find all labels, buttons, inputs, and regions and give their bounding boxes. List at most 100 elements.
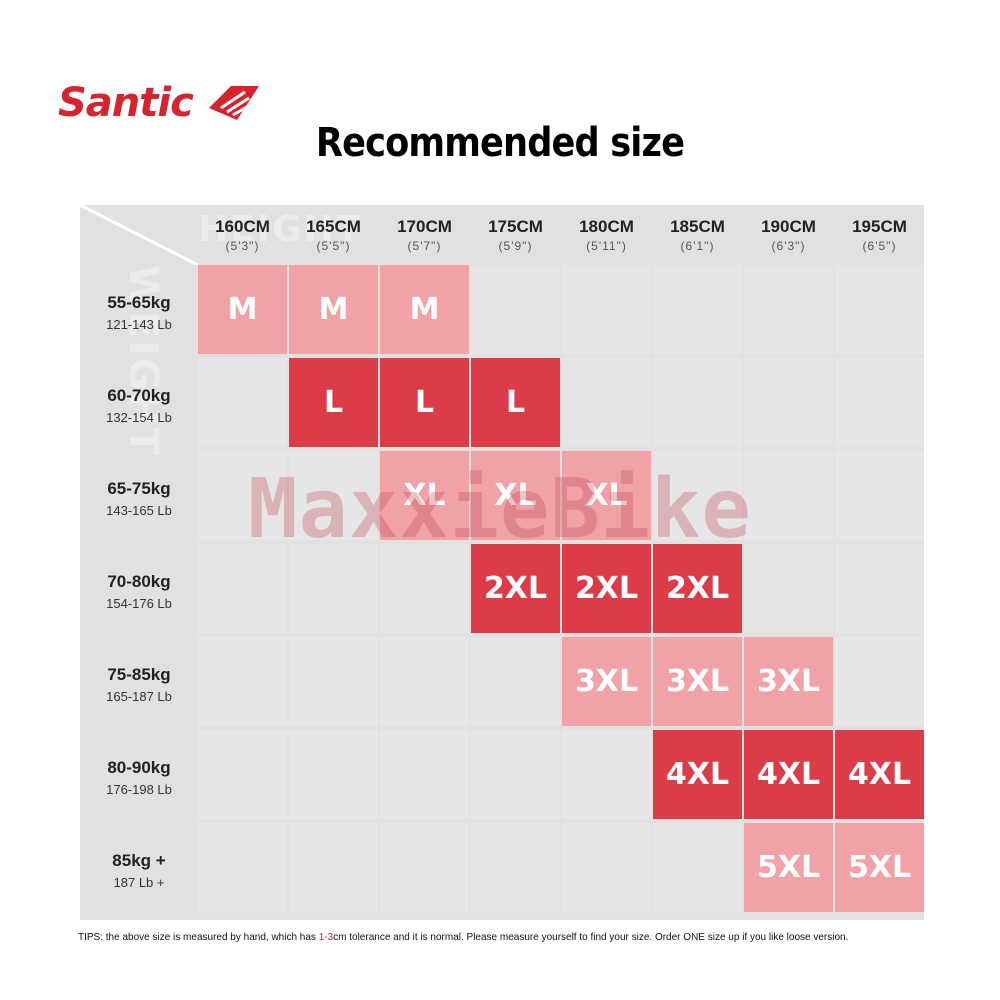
tips-before: TIPS: the above size is measured by hand… bbox=[78, 932, 319, 943]
size-cell: M bbox=[380, 265, 469, 354]
size-cell: 3XL bbox=[653, 637, 742, 726]
empty-cell bbox=[653, 823, 742, 912]
empty-cell bbox=[289, 730, 378, 819]
empty-cell bbox=[835, 358, 924, 447]
santic-diamond-icon bbox=[208, 86, 259, 120]
empty-cell bbox=[198, 823, 287, 912]
empty-cell bbox=[198, 730, 287, 819]
column-header: 195CM (6'5") bbox=[835, 205, 924, 265]
weight-lb: 143-165 Lb bbox=[106, 503, 172, 518]
weight-kg: 65-75kg bbox=[107, 479, 171, 498]
size-cell: 2XL bbox=[471, 544, 560, 633]
row-header: 85kg + 187 Lb + bbox=[80, 851, 198, 890]
column-header: 165CM (5'5") bbox=[289, 205, 378, 265]
page-title: Recommended size bbox=[315, 120, 685, 166]
size-cell: 2XL bbox=[562, 544, 651, 633]
size-cell: M bbox=[289, 265, 378, 354]
weight-kg: 80-90kg bbox=[107, 758, 171, 777]
weight-lb: 132-154 Lb bbox=[106, 410, 172, 425]
empty-cell bbox=[835, 451, 924, 540]
empty-cell bbox=[289, 451, 378, 540]
empty-cell bbox=[471, 823, 560, 912]
height-cm: 185CM bbox=[670, 217, 725, 236]
height-cm: 170CM bbox=[397, 217, 452, 236]
empty-cell bbox=[380, 823, 469, 912]
column-header: 190CM (6'3") bbox=[744, 205, 833, 265]
weight-lb: 121-143 Lb bbox=[106, 317, 172, 332]
empty-cell bbox=[198, 358, 287, 447]
empty-cell bbox=[562, 358, 651, 447]
height-cm: 195CM bbox=[852, 217, 907, 236]
size-cell: 3XL bbox=[744, 637, 833, 726]
weight-lb: 187 Lb + bbox=[113, 875, 165, 890]
empty-cell bbox=[653, 451, 742, 540]
weight-kg: 70-80kg bbox=[107, 572, 171, 591]
height-ft: (5'5") bbox=[316, 239, 351, 253]
corner-diagonal bbox=[80, 205, 198, 265]
weight-lb: 165-187 Lb bbox=[106, 689, 172, 704]
weight-kg: 85kg + bbox=[112, 851, 166, 870]
size-cell: 4XL bbox=[744, 730, 833, 819]
height-cm: 160CM bbox=[215, 217, 270, 236]
empty-cell bbox=[471, 637, 560, 726]
height-cm: 190CM bbox=[761, 217, 816, 236]
empty-cell bbox=[744, 358, 833, 447]
height-cm: 165CM bbox=[306, 217, 361, 236]
row-header: 80-90kg 176-198 Lb bbox=[80, 758, 198, 797]
empty-cell bbox=[562, 265, 651, 354]
empty-cell bbox=[289, 823, 378, 912]
empty-cell bbox=[380, 730, 469, 819]
weight-kg: 60-70kg bbox=[107, 386, 171, 405]
height-axis-label: HEIGHT bbox=[198, 209, 363, 250]
empty-cell bbox=[198, 451, 287, 540]
size-cell: M bbox=[198, 265, 287, 354]
size-cell: 5XL bbox=[835, 823, 924, 912]
tips-highlight: 1-3 bbox=[318, 932, 334, 943]
empty-cell bbox=[744, 544, 833, 633]
size-cell: L bbox=[289, 358, 378, 447]
weight-kg: 75-85kg bbox=[107, 665, 171, 684]
size-cell: XL bbox=[562, 451, 651, 540]
column-header: 180CM (5'11") bbox=[562, 205, 651, 265]
height-ft: (5'9") bbox=[498, 239, 533, 253]
empty-cell bbox=[653, 358, 742, 447]
size-cell: XL bbox=[380, 451, 469, 540]
tips-after: cm tolerance and it is normal. Please me… bbox=[333, 932, 849, 943]
empty-cell bbox=[198, 544, 287, 633]
table-corner bbox=[80, 205, 198, 265]
row-header: 75-85kg 165-187 Lb bbox=[80, 665, 198, 704]
empty-cell bbox=[835, 637, 924, 726]
height-ft: (5'11") bbox=[586, 239, 627, 253]
weight-lb: 176-198 Lb bbox=[106, 782, 172, 797]
empty-cell bbox=[562, 823, 651, 912]
empty-cell bbox=[471, 265, 560, 354]
size-cell: 2XL bbox=[653, 544, 742, 633]
size-cell: 5XL bbox=[744, 823, 833, 912]
row-header: 60-70kg 132-154 Lb bbox=[80, 386, 198, 425]
size-chart-table: HEIGHT WEIGHT 160CM (5'3") 165CM (5'5") 170C… bbox=[80, 205, 924, 920]
size-cell: L bbox=[380, 358, 469, 447]
height-ft: (5'3") bbox=[225, 239, 260, 253]
empty-cell bbox=[289, 637, 378, 726]
empty-cell bbox=[835, 265, 924, 354]
row-header: 70-80kg 154-176 Lb bbox=[80, 572, 198, 611]
weight-kg: 55-65kg bbox=[107, 293, 171, 312]
size-cell: L bbox=[471, 358, 560, 447]
tips-text: TIPS: the above size is measured by hand… bbox=[78, 932, 958, 943]
column-header: 170CM (5'7") bbox=[380, 205, 469, 265]
size-cell: 4XL bbox=[835, 730, 924, 819]
height-cm: 180CM bbox=[579, 217, 634, 236]
size-cell: XL bbox=[471, 451, 560, 540]
empty-cell bbox=[471, 730, 560, 819]
empty-cell bbox=[380, 544, 469, 633]
empty-cell bbox=[380, 637, 469, 726]
empty-cell bbox=[198, 637, 287, 726]
column-header: 160CM (5'3") bbox=[198, 205, 287, 265]
empty-cell bbox=[562, 730, 651, 819]
brand-logo: Santic bbox=[58, 78, 263, 128]
row-header: 65-75kg 143-165 Lb bbox=[80, 479, 198, 518]
weight-lb: 154-176 Lb bbox=[106, 596, 172, 611]
brand-name: Santic bbox=[58, 80, 194, 126]
weight-axis-label: WEIGHT bbox=[120, 265, 166, 457]
height-ft: (6'1") bbox=[680, 239, 715, 253]
